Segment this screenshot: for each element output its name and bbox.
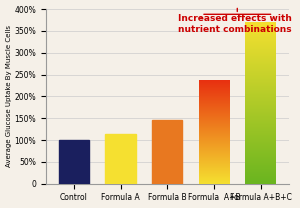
Bar [199,80,229,184]
Text: Increased effects with
nutrient combinations: Increased effects with nutrient combinat… [178,14,292,34]
Bar [152,120,182,184]
Bar [58,140,89,184]
Bar [105,134,136,184]
Bar [105,134,136,184]
Bar [245,22,276,184]
Y-axis label: Average Glucose Uptake By Muscle Cells: Average Glucose Uptake By Muscle Cells [6,25,12,167]
Bar [58,140,89,184]
Bar [152,120,182,184]
